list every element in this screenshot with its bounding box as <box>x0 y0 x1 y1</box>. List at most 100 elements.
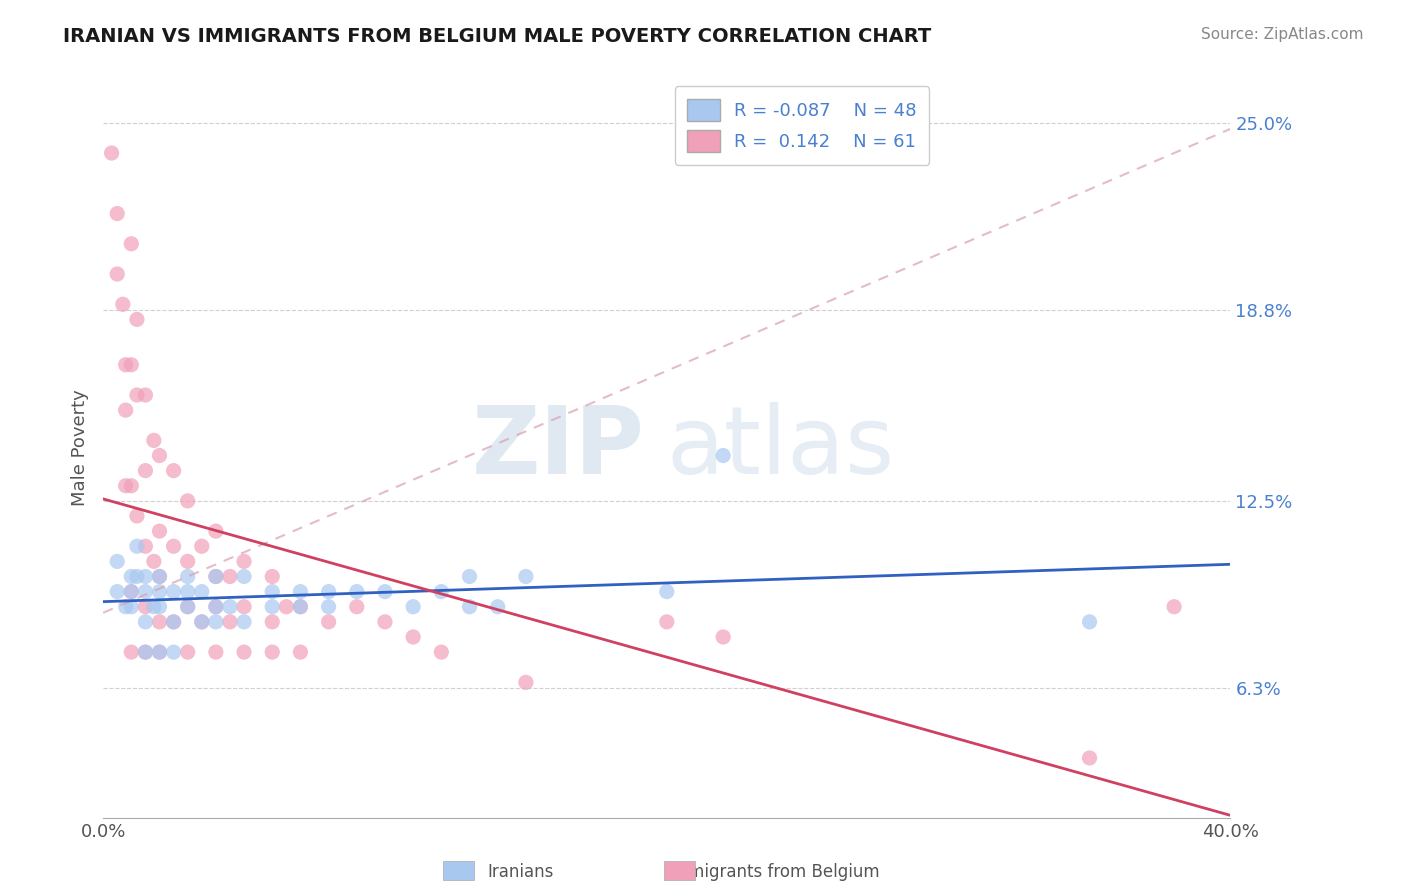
Point <box>402 599 425 614</box>
Point <box>1078 615 1101 629</box>
Point <box>262 645 284 659</box>
Point <box>114 599 136 614</box>
Point <box>148 449 170 463</box>
Point <box>515 675 537 690</box>
Point <box>134 584 156 599</box>
Point <box>262 615 284 629</box>
Point <box>290 584 312 599</box>
Point <box>262 599 284 614</box>
Point <box>219 615 242 629</box>
Point <box>100 146 122 161</box>
Point <box>114 358 136 372</box>
Point <box>176 599 198 614</box>
Point <box>346 584 368 599</box>
Point <box>125 388 148 402</box>
Text: ZIP: ZIP <box>471 402 644 494</box>
Point <box>105 554 128 568</box>
Point <box>142 434 165 448</box>
Point <box>205 524 228 538</box>
Point <box>134 569 156 583</box>
Point <box>290 599 312 614</box>
Point <box>458 569 481 583</box>
Point <box>191 584 214 599</box>
Point <box>318 599 340 614</box>
Point <box>148 524 170 538</box>
Point <box>430 645 453 659</box>
Point <box>233 599 256 614</box>
Point <box>134 599 156 614</box>
Point <box>142 599 165 614</box>
Point <box>318 584 340 599</box>
Point <box>402 630 425 644</box>
Point <box>105 267 128 281</box>
Point <box>374 615 396 629</box>
Point <box>219 599 242 614</box>
Point <box>125 569 148 583</box>
Point <box>176 569 198 583</box>
Point <box>120 645 142 659</box>
Point <box>1078 751 1101 765</box>
Point <box>430 584 453 599</box>
Point <box>655 615 678 629</box>
Point <box>205 615 228 629</box>
Text: IRANIAN VS IMMIGRANTS FROM BELGIUM MALE POVERTY CORRELATION CHART: IRANIAN VS IMMIGRANTS FROM BELGIUM MALE … <box>63 27 932 45</box>
Point <box>120 569 142 583</box>
Point <box>205 569 228 583</box>
Point <box>162 645 184 659</box>
Point <box>162 615 184 629</box>
Point <box>142 554 165 568</box>
Point <box>148 569 170 583</box>
Point <box>290 599 312 614</box>
Point <box>134 539 156 553</box>
Point <box>105 584 128 599</box>
Point <box>374 584 396 599</box>
Point <box>148 584 170 599</box>
Text: Iranians: Iranians <box>486 863 554 881</box>
Point <box>120 584 142 599</box>
Point <box>176 584 198 599</box>
Point <box>105 206 128 220</box>
Point <box>162 615 184 629</box>
Point <box>205 599 228 614</box>
Point <box>134 645 156 659</box>
Legend: R = -0.087    N = 48, R =  0.142    N = 61: R = -0.087 N = 48, R = 0.142 N = 61 <box>675 87 929 165</box>
Point <box>120 584 142 599</box>
Point <box>176 599 198 614</box>
Point <box>134 615 156 629</box>
Point <box>233 615 256 629</box>
Point <box>1163 599 1185 614</box>
Point <box>290 645 312 659</box>
Point <box>125 539 148 553</box>
Point <box>120 599 142 614</box>
Point <box>162 464 184 478</box>
Point <box>233 569 256 583</box>
Point <box>162 584 184 599</box>
Point <box>125 312 148 326</box>
Point <box>346 599 368 614</box>
Point <box>176 645 198 659</box>
Point <box>486 599 509 614</box>
Point <box>205 599 228 614</box>
Point <box>262 569 284 583</box>
Point <box>191 615 214 629</box>
Point <box>114 479 136 493</box>
Point <box>176 554 198 568</box>
Point <box>134 645 156 659</box>
Point <box>191 615 214 629</box>
Point <box>162 539 184 553</box>
Point <box>176 494 198 508</box>
Point <box>148 599 170 614</box>
Point <box>191 539 214 553</box>
Point <box>318 615 340 629</box>
Point <box>134 388 156 402</box>
Point <box>120 479 142 493</box>
Point <box>515 569 537 583</box>
Point <box>120 358 142 372</box>
Point <box>111 297 134 311</box>
Point <box>233 554 256 568</box>
Point <box>655 584 678 599</box>
Point <box>205 569 228 583</box>
Y-axis label: Male Poverty: Male Poverty <box>72 390 89 507</box>
Point <box>134 464 156 478</box>
Point <box>711 449 734 463</box>
